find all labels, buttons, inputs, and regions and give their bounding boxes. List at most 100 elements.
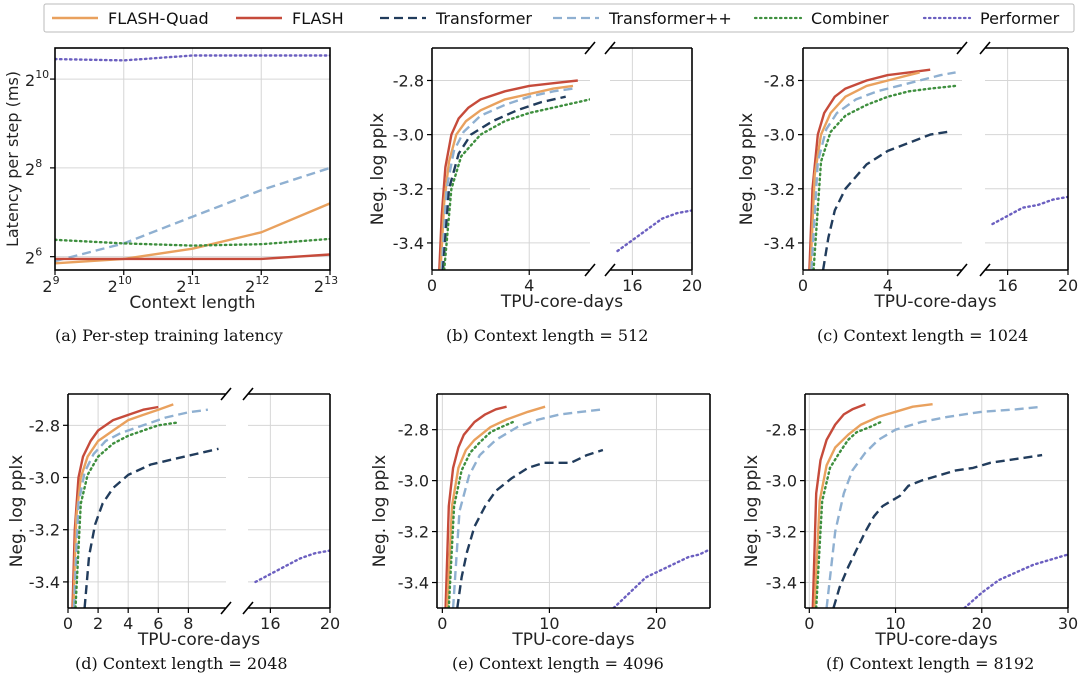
series-transformerplusplus-d <box>72 408 209 608</box>
series-performer-e <box>612 548 710 608</box>
x-tick-label: 20 <box>682 276 702 295</box>
x-tick-exponent: 12 <box>255 274 269 287</box>
series-performer-c <box>991 195 1068 226</box>
axis-break-mark <box>979 263 991 277</box>
x-axis-label: TPU-core-days <box>137 630 260 650</box>
x-tick-label: 10 <box>539 614 559 633</box>
x-axis-label: TPU-core-days <box>873 292 996 312</box>
series-flash-a <box>55 253 330 261</box>
y-axis-label: Neg. log pplx <box>370 455 390 567</box>
caption-a: (a) Per-step training latency <box>55 326 283 345</box>
x-axis-label: TPU-core-days <box>874 630 997 650</box>
legend-label-flash-quad: FLASH-Quad <box>108 9 209 28</box>
series-flash-quad-d <box>72 403 174 608</box>
y-tick-label: -2.8 <box>29 416 60 435</box>
axis-break-mark <box>956 41 968 55</box>
y-tick-label: -2.8 <box>393 71 424 90</box>
legend-label-transformerplusplus: Transformer++ <box>608 9 732 28</box>
axis-break-mark <box>584 263 596 277</box>
y-tick-label: -3.0 <box>764 126 795 145</box>
x-tick-label: 30 <box>1058 614 1078 633</box>
x-tick-label: 0 <box>427 276 437 295</box>
x-tick-exponent: 13 <box>324 274 338 287</box>
series-transformerplusplus-f <box>825 405 1043 608</box>
x-tick-label: 8 <box>183 614 193 633</box>
y-axis-label: Neg. log pplx <box>742 455 762 567</box>
y-tick-exponent: 10 <box>35 68 49 81</box>
x-tick-label: 20 <box>972 614 992 633</box>
y-tick-label: -3.0 <box>766 472 797 491</box>
series-transformer-d <box>83 447 219 608</box>
axis-break-mark <box>979 41 991 55</box>
legend: FLASH-Quad FLASH Transformer Transformer++ C… <box>43 3 1075 33</box>
y-tick-label: -3.2 <box>398 523 429 542</box>
x-tick-label: 16 <box>622 276 642 295</box>
axis-break-mark <box>584 41 596 55</box>
y-axis-label: Latency per step (ms) <box>3 71 22 247</box>
panel-d: 0 2 4 6 8 16 20 -2.8 -3.0 -3.2 -3.4 TPU-core-days Ne… <box>7 387 340 673</box>
x-tick-exponent: 9 <box>53 274 60 287</box>
series-flash-quad-c <box>809 71 920 270</box>
y-tick-label: -3.0 <box>29 469 60 488</box>
y-tick-label: -3.4 <box>398 574 429 593</box>
panel-e: 0 10 20 -2.8 -3.0 -3.2 -3.4 TPU-core-days Neg. l… <box>370 393 711 673</box>
y-tick-label: -2.8 <box>398 421 429 440</box>
series-flash-quad-a <box>55 202 330 265</box>
x-tick-label: 10 <box>885 614 905 633</box>
caption-b: (b) Context length = 512 <box>446 326 648 345</box>
series-transformer-c <box>821 130 948 270</box>
y-tick-label: -2.8 <box>766 421 797 440</box>
axis-break-mark <box>604 263 616 277</box>
y-axis-label: Neg. log pplx <box>368 113 388 225</box>
y-tick-label: -3.2 <box>766 523 797 542</box>
x-tick-label: 4 <box>123 614 133 633</box>
y-tick-label: -3.2 <box>29 521 60 540</box>
series-flash-f <box>811 403 866 608</box>
y-tick-label: 210 <box>25 68 49 90</box>
x-axis-label: TPU-core-days <box>511 630 634 650</box>
axis-break-mark <box>220 387 232 401</box>
series-flash-quad-f <box>813 403 933 608</box>
axis-break-mark <box>956 263 968 277</box>
series-flash-quad-b <box>439 84 574 270</box>
y-tick-exponent: 8 <box>35 157 42 170</box>
series-transformerplusplus-e <box>451 408 604 608</box>
axis-break-mark <box>604 41 616 55</box>
panel-f: 0 10 20 30 -2.8 -3.0 -3.2 -3.4 TPU-core-days Neg.… <box>742 393 1078 673</box>
series-transformerplusplus-a <box>55 166 330 263</box>
series-combiner-b <box>443 98 590 270</box>
series-transformer-f <box>832 453 1043 608</box>
series-performer-f <box>963 553 1068 608</box>
series-combiner-a <box>55 237 330 247</box>
x-axis-label: Context length <box>129 293 255 313</box>
x-tick-label: 210 <box>108 274 132 296</box>
series-performer-d <box>254 549 330 584</box>
series-transformer-b <box>441 95 566 270</box>
x-tick-label: 0 <box>437 614 447 633</box>
y-tick-label: -3.4 <box>766 574 797 593</box>
legend-label-flash: FLASH <box>292 9 344 28</box>
series-combiner-f <box>815 420 883 608</box>
y-tick-label: -3.0 <box>398 472 429 491</box>
legend-label-transformer: Transformer <box>435 9 532 28</box>
legend-label-performer: Performer <box>980 9 1060 28</box>
legend-label-combiner: Combiner <box>811 9 889 28</box>
y-tick-label: -3.4 <box>764 234 795 253</box>
x-tick-exponent: 11 <box>187 274 201 287</box>
x-tick-label: 20 <box>646 614 666 633</box>
series-flash-e <box>444 405 507 608</box>
axis-break-mark <box>242 601 254 615</box>
caption-c: (c) Context length = 1024 <box>817 326 1028 345</box>
y-tick-label: -3.0 <box>393 126 424 145</box>
series-flash-b <box>438 79 578 270</box>
x-tick-label: 0 <box>63 614 73 633</box>
x-tick-label: 20 <box>320 614 340 633</box>
y-tick-label: -3.4 <box>393 234 424 253</box>
caption-d: (d) Context length = 2048 <box>75 654 288 673</box>
x-tick-label: 4 <box>524 276 534 295</box>
series-combiner-c <box>812 84 957 270</box>
y-tick-label: -3.4 <box>29 573 60 592</box>
